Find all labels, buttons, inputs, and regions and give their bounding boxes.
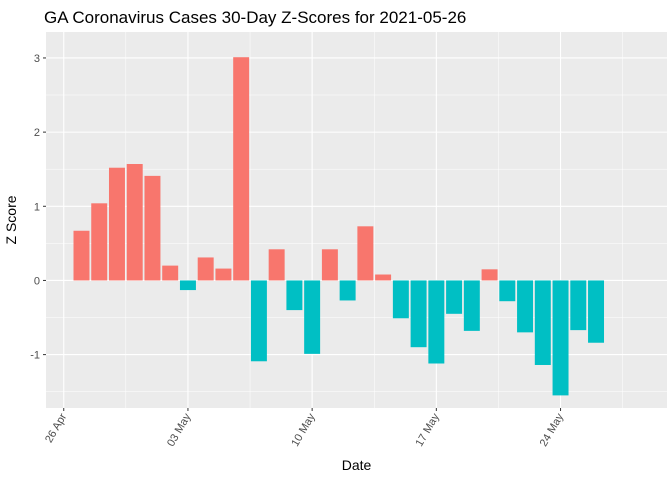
chart-title: GA Coronavirus Cases 30-Day Z-Scores for… <box>44 8 466 27</box>
bar <box>339 280 356 301</box>
bar <box>268 249 285 281</box>
x-tick-label: 10 May <box>289 411 318 449</box>
bar <box>588 280 605 343</box>
bar <box>179 280 196 291</box>
bar <box>446 280 463 314</box>
bar <box>144 175 161 281</box>
bar <box>233 57 250 281</box>
bar <box>215 268 232 281</box>
x-tick-label: 03 May <box>165 411 194 449</box>
bar <box>108 167 125 281</box>
bar <box>499 280 516 302</box>
bar <box>375 274 392 281</box>
bar <box>552 280 569 396</box>
y-tick-label: 3 <box>34 53 40 65</box>
bar <box>517 280 534 333</box>
bars-group <box>73 57 605 396</box>
bar <box>392 280 409 319</box>
bar <box>304 280 321 354</box>
bar <box>463 280 480 331</box>
bar <box>410 280 427 348</box>
y-tick-label: 1 <box>34 201 40 213</box>
bar <box>428 280 445 364</box>
bar <box>250 280 267 362</box>
bar <box>534 280 551 365</box>
minor-gridlines <box>46 32 667 408</box>
x-axis: 26 Apr 03 May 10 May 17 May 24 May <box>43 408 566 449</box>
bar <box>321 249 338 281</box>
y-axis: -1 0 1 2 3 <box>30 53 46 362</box>
bar <box>162 265 179 281</box>
bar <box>91 203 108 281</box>
x-tick-label: 24 May <box>538 411 567 449</box>
x-axis-title: Date <box>342 457 372 473</box>
bar <box>126 164 143 281</box>
y-axis-title: Z Score <box>3 195 19 244</box>
y-tick-label: 2 <box>34 127 40 139</box>
x-tick-label: 26 Apr <box>43 411 69 445</box>
x-tick-label: 17 May <box>414 411 443 449</box>
bar <box>570 280 587 331</box>
bar <box>73 230 90 281</box>
y-tick-label: -1 <box>30 350 40 362</box>
bar <box>481 269 498 281</box>
bar <box>286 280 303 311</box>
bar <box>357 226 374 281</box>
bar <box>197 257 214 281</box>
y-tick-label: 0 <box>34 275 40 287</box>
